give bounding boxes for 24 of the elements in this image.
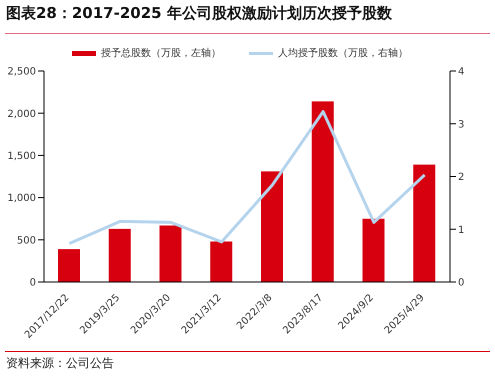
bar — [362, 218, 384, 282]
chart-title: 图表28：2017-2025 年公司股权激励计划历次授予股数 — [6, 4, 392, 23]
bar — [261, 171, 283, 282]
line-series — [68, 110, 426, 245]
bar — [312, 101, 334, 282]
y-tick-label: 2,500 — [7, 66, 36, 78]
legend-label: 授予总股数（万股，左轴） — [100, 46, 221, 60]
bar — [58, 249, 80, 282]
y-tick-label: 500 — [16, 235, 36, 246]
y-tick-label: 0 — [30, 278, 36, 289]
y2-tick-label: 4 — [458, 66, 464, 78]
y2-tick-label: 3 — [458, 119, 464, 130]
y-tick-label: 1,000 — [7, 193, 36, 204]
y2-tick-label: 2 — [458, 172, 464, 184]
bar — [210, 241, 232, 282]
y2-tick-label: 1 — [458, 224, 464, 236]
legend-label: 人均授予股数（万股，右轴） — [277, 46, 408, 60]
bar — [413, 164, 436, 282]
y-tick-label: 2,000 — [7, 108, 36, 120]
y2-tick-label: 0 — [458, 278, 464, 289]
bar — [160, 225, 182, 282]
text: 资料来源：公司公告 — [6, 355, 114, 372]
bar — [108, 228, 131, 282]
y-tick-label: 1,500 — [7, 150, 36, 162]
